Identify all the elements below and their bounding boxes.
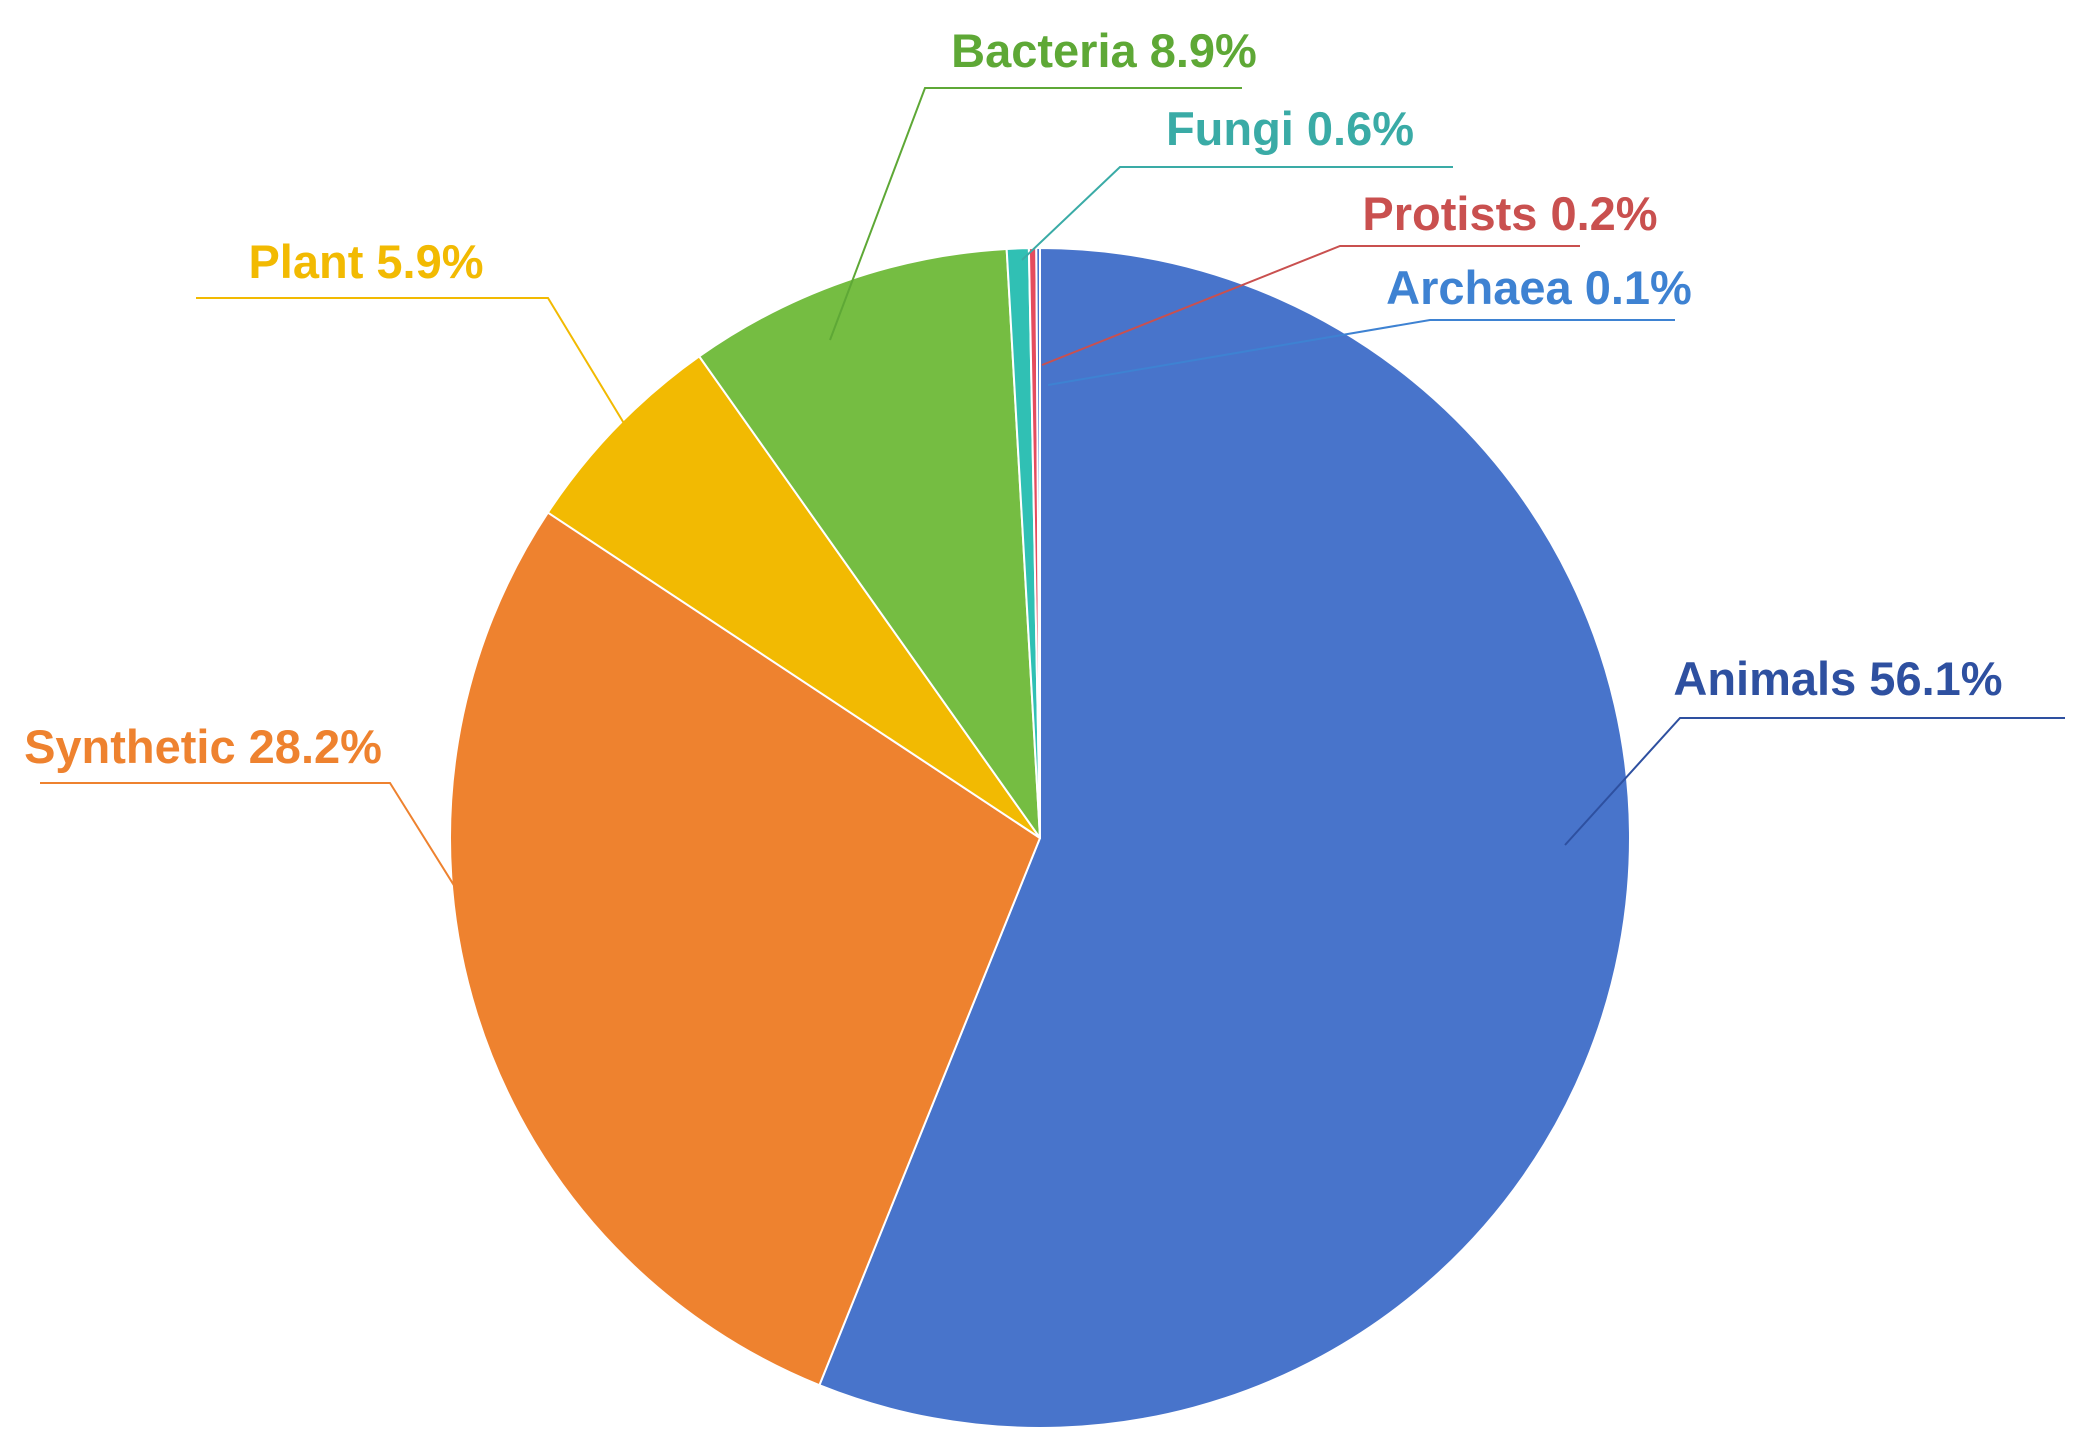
leader-line-archaea [1047,319,1675,386]
leader-line-fungi [1021,166,1453,261]
pie-slice-archaea [1035,246,1041,839]
slice-label-protists: Protists 0.2% [1362,187,1657,240]
leader-line-plant [196,297,626,426]
slice-label-bacteria: Bacteria 8.9% [951,24,1257,77]
labels-layer: Animals 56.1% Synthetic 28.2% Plant 5.9% Ba… [24,24,2003,773]
slice-label-archaea: Archaea 0.1% [1386,261,1692,314]
slice-label-animals: Animals 56.1% [1673,652,2002,705]
leader-line-synthetic [40,782,461,896]
pie-slice-animals [818,247,1631,1429]
pie-slice-bacteria [698,247,1041,839]
slice-label-plant: Plant 5.9% [248,235,483,288]
pie-slice-synthetic [449,511,1041,1387]
leader-line-protists [1041,245,1580,366]
leader-lines-layer [40,87,2065,896]
leader-line-animals [1564,717,2065,846]
slice-label-fungi: Fungi 0.6% [1166,102,1414,155]
slice-label-synthetic: Synthetic 28.2% [24,720,382,773]
slices-layer [449,246,1631,1429]
leader-line-bacteria [829,87,1242,341]
pie-slice-plant [546,355,1041,839]
